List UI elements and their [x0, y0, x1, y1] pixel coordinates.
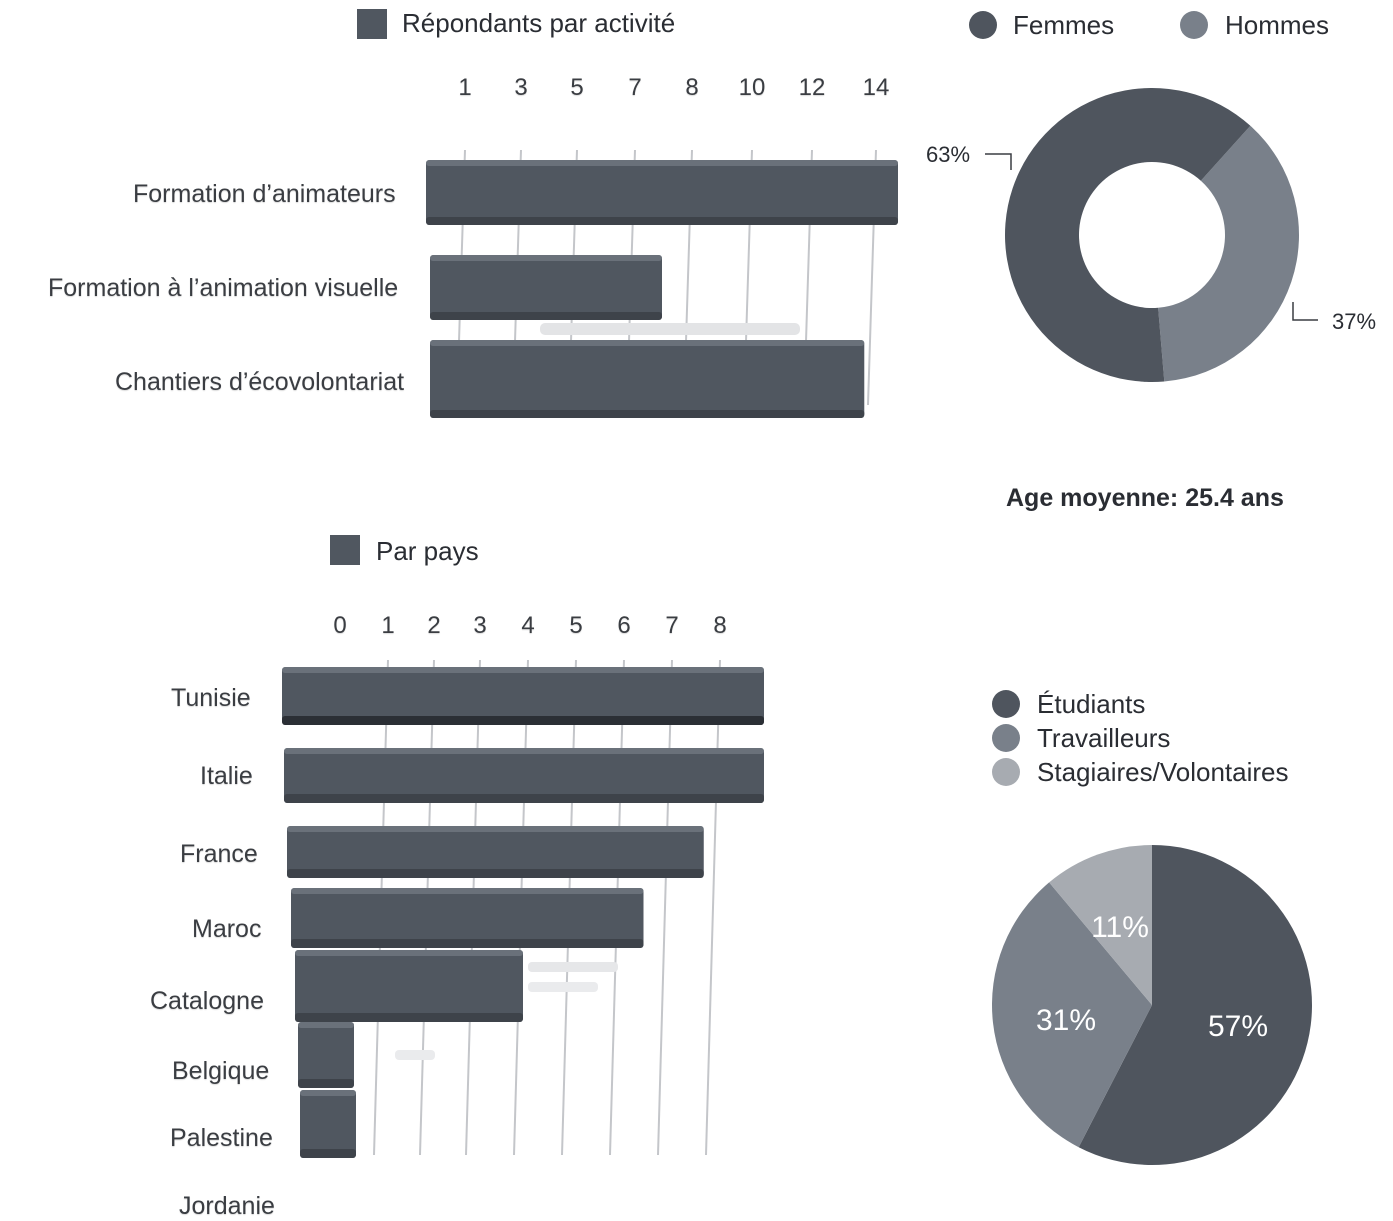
- country-tick-label: 0: [333, 612, 347, 639]
- country-bar-shadow: [395, 1050, 435, 1060]
- activity-bar-chart: [426, 149, 898, 418]
- country-category-label: Catalogne: [150, 987, 264, 1015]
- country-tick-label: 2: [427, 612, 441, 639]
- activity-bar-shadow: [540, 323, 800, 335]
- activity-bar: [430, 255, 662, 320]
- country-bar-edge: [291, 939, 644, 948]
- pie-slice-stagiaires-volontaires: [1049, 845, 1152, 1005]
- donut-slice-femmes: [1005, 87, 1251, 383]
- activity-bar-highlight: [430, 255, 662, 261]
- country-bar: [295, 950, 523, 1022]
- activity-category-label: Formation à l’animation visuelle: [48, 274, 399, 302]
- country-tick-label: 7: [665, 612, 679, 639]
- etudiants-legend-swatch: [992, 690, 1020, 718]
- country-bar-edge: [295, 1013, 523, 1022]
- country-gridline: [657, 659, 673, 1156]
- average-age-label: Age moyenne: 25.4 ans: [1006, 484, 1284, 512]
- country-bar-highlight: [298, 1022, 354, 1028]
- pie-slice-travailleurs: [991, 882, 1152, 1148]
- activity-category-label: Formation d’animateurs: [133, 180, 396, 208]
- country-bar: [287, 826, 704, 878]
- country-bar-highlight: [300, 1090, 356, 1096]
- country-bar-highlight: [284, 748, 764, 754]
- stagiaires-percent-label: 11%: [1091, 911, 1149, 944]
- country-legend-swatch: [330, 535, 360, 565]
- travailleurs-legend-label: Travailleurs: [1037, 723, 1171, 753]
- femmes-leader-line: [985, 153, 1012, 170]
- country-bar-highlight: [291, 888, 644, 894]
- country-bar-edge: [298, 1079, 354, 1088]
- activity-legend-swatch: [357, 9, 387, 39]
- country-tick-label: 6: [617, 612, 631, 639]
- activity-bar-edge: [426, 217, 898, 225]
- country-bar-shadow: [528, 982, 598, 992]
- hommes-legend-swatch: [1180, 11, 1208, 39]
- country-gridline: [705, 659, 721, 1156]
- country-category-label: Belgique: [172, 1057, 270, 1085]
- country-category-label: Italie: [200, 762, 253, 790]
- activity-bar-highlight: [430, 340, 865, 346]
- pie-slice-etudiants: [1078, 845, 1312, 1165]
- country-bar: [282, 667, 764, 725]
- activity-bar-edge: [430, 312, 662, 320]
- country-tick-label: 4: [521, 612, 535, 639]
- activity-tick-label: 8: [685, 74, 699, 101]
- activity-tick-label: 3: [514, 74, 528, 101]
- hommes-legend-label: Hommes: [1225, 10, 1330, 40]
- country-bar-highlight: [287, 826, 704, 832]
- country-bar-edge: [300, 1149, 356, 1158]
- country-bar-edge: [282, 716, 764, 725]
- donut-slice-hommes: [1158, 125, 1299, 382]
- femmes-legend-label: Femmes: [1013, 10, 1115, 40]
- gender-donut-chart: [985, 87, 1318, 383]
- country-tick-label: 3: [473, 612, 487, 639]
- activity-tick-label: 1: [458, 74, 472, 101]
- activity-bar-highlight: [426, 160, 898, 166]
- femmes-percent-label: 63%: [926, 142, 971, 167]
- country-bar-shadow: [528, 962, 618, 972]
- activity-tick-label: 14: [862, 74, 890, 101]
- country-bar-edge: [284, 794, 764, 803]
- activity-tick-label: 5: [570, 74, 584, 101]
- country-bar: [284, 748, 764, 803]
- stagiaires-legend-swatch: [992, 758, 1020, 786]
- etudiants-legend-label: Étudiants: [1037, 689, 1146, 719]
- travailleurs-legend-swatch: [992, 724, 1020, 752]
- country-bar-highlight: [282, 667, 764, 673]
- activity-bar: [426, 160, 898, 225]
- hommes-leader-line: [1292, 302, 1318, 321]
- country-bar: [298, 1022, 354, 1088]
- activity-tick-label: 7: [628, 74, 642, 101]
- country-tick-label: 5: [569, 612, 583, 639]
- activity-tick-label: 10: [738, 74, 766, 101]
- country-category-label: Tunisie: [171, 684, 251, 712]
- activity-bar-edge: [430, 410, 865, 418]
- travailleurs-percent-label: 31%: [1035, 1004, 1097, 1037]
- activity-tick-label: 12: [798, 74, 826, 101]
- country-legend-label: Par pays: [376, 536, 479, 566]
- country-bar: [291, 888, 644, 948]
- country-tick-label: 8: [713, 612, 727, 639]
- etudiants-percent-label: 57%: [1207, 1010, 1269, 1043]
- country-bar-edge: [287, 869, 704, 878]
- country-category-label: France: [180, 840, 258, 868]
- country-category-label: Maroc: [192, 915, 262, 943]
- activity-legend-label: Répondants par activité: [402, 8, 676, 38]
- activity-bar: [430, 340, 865, 418]
- femmes-legend-swatch: [969, 11, 997, 39]
- country-category-label: Palestine: [170, 1124, 273, 1152]
- country-category-label: Jordanie: [179, 1192, 275, 1220]
- country-bar: [300, 1090, 356, 1158]
- hommes-percent-label: 37%: [1332, 309, 1377, 334]
- country-tick-label: 1: [381, 612, 395, 639]
- stagiaires-legend-label: Stagiaires/Volontaires: [1037, 757, 1289, 787]
- activity-category-label: Chantiers d’écovolontariat: [115, 368, 405, 396]
- country-bar-highlight: [295, 950, 523, 956]
